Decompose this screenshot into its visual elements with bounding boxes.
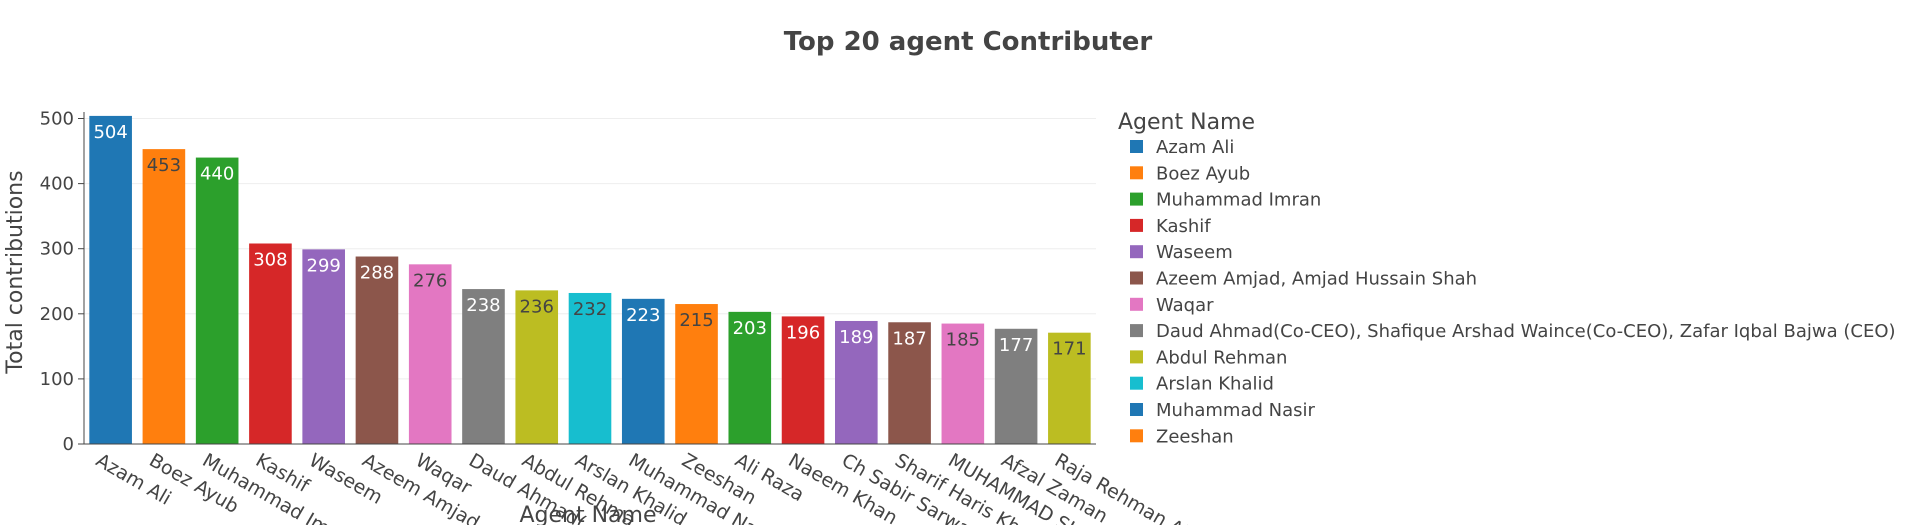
bar <box>355 256 399 444</box>
legend-entry: Azam Ali <box>1156 137 1234 158</box>
legend-entry: Zeeshan <box>1156 426 1234 447</box>
bar <box>302 249 345 444</box>
bar <box>728 311 772 444</box>
y-tick-label: 100 <box>40 369 74 390</box>
bar <box>89 115 132 444</box>
bar <box>1048 332 1091 444</box>
legend-entry: Muhammad Nasir <box>1156 400 1315 421</box>
bar <box>195 157 239 444</box>
legend-swatch <box>1130 429 1143 443</box>
legend-entry: Waqar <box>1156 295 1214 316</box>
y-axis-title: Total contributions <box>3 170 28 374</box>
legend-swatch <box>1130 297 1143 311</box>
bar <box>835 320 878 444</box>
y-tick-label: 0 <box>63 434 74 455</box>
bar-value-label: 288 <box>360 263 394 284</box>
legend-swatch <box>1130 245 1143 259</box>
legend: Agent Name Azam Ali Boez Ayub Muhammad Imr… <box>1118 110 1896 447</box>
legend-swatch <box>1130 166 1143 180</box>
y-tick-label: 300 <box>40 239 74 260</box>
legend-swatch <box>1130 192 1143 206</box>
legend-entry: Muhammad Imran <box>1156 190 1321 211</box>
bar-value-label: 185 <box>946 330 980 351</box>
bar <box>515 290 559 444</box>
bar <box>994 328 1038 444</box>
bar <box>888 322 931 444</box>
bar-value-label: 276 <box>413 270 447 291</box>
legend-entry: Azeem Amjad, Amjad Hussain Shah <box>1156 269 1477 290</box>
legend-swatch <box>1130 218 1143 232</box>
bar-value-label: 203 <box>733 318 767 339</box>
bar-value-label: 238 <box>466 295 500 316</box>
y-tick-label: 200 <box>40 304 74 325</box>
y-tick-label: 500 <box>40 109 74 130</box>
bar-value-label: 299 <box>307 255 341 276</box>
bar-value-label: 504 <box>93 122 127 143</box>
bar-value-label: 232 <box>573 299 607 320</box>
bars <box>89 115 1091 444</box>
legend-title: Agent Name <box>1118 110 1255 135</box>
bar-value-label: 440 <box>200 164 234 185</box>
bar <box>462 289 505 444</box>
bar <box>675 304 718 444</box>
bar-value-label: 187 <box>892 328 926 349</box>
bar-value-label: 223 <box>626 305 660 326</box>
legend-entry: Kashif <box>1156 216 1211 237</box>
bar <box>408 264 452 444</box>
bar-value-label: 171 <box>1052 339 1086 360</box>
legend-swatch <box>1130 403 1143 416</box>
bar-value-label: 189 <box>839 327 873 348</box>
chart-title: Top 20 agent Contributer <box>784 27 1153 57</box>
legend-swatch <box>1130 376 1143 390</box>
x-axis-title: Agent Name <box>519 503 656 525</box>
legend-swatch <box>1130 324 1143 338</box>
legend-entry: Boez Ayub <box>1156 163 1250 184</box>
legend-entry: Arslan Khalid <box>1156 374 1274 395</box>
bar-value-label: 453 <box>147 155 181 176</box>
bar <box>781 316 825 444</box>
legend-swatch <box>1130 350 1143 364</box>
bar-labels: 504 453 440 308 299 288 276 238 236 232 223 215 203 1… <box>93 122 1086 360</box>
bar-value-label: 177 <box>999 335 1033 356</box>
legend-entry: Daud Ahmad(Co-CEO), Shafique Arshad Wain… <box>1156 321 1896 342</box>
bar <box>621 298 665 444</box>
bar-value-label: 236 <box>520 296 554 317</box>
legend-swatch <box>1130 271 1143 285</box>
bar-value-label: 308 <box>253 249 287 270</box>
axes: 0 100 200 300 400 500 <box>40 109 1096 455</box>
legend-entry: Waseem <box>1156 242 1233 263</box>
bar <box>568 292 612 444</box>
legend-entry: Abdul Rehman <box>1156 347 1287 368</box>
bar <box>941 323 985 444</box>
bar <box>249 243 292 444</box>
y-tick-label: 400 <box>40 174 74 195</box>
bar <box>142 149 186 444</box>
bar-value-label: 215 <box>679 310 713 331</box>
bar-value-label: 196 <box>786 322 820 343</box>
legend-swatch <box>1130 140 1143 153</box>
